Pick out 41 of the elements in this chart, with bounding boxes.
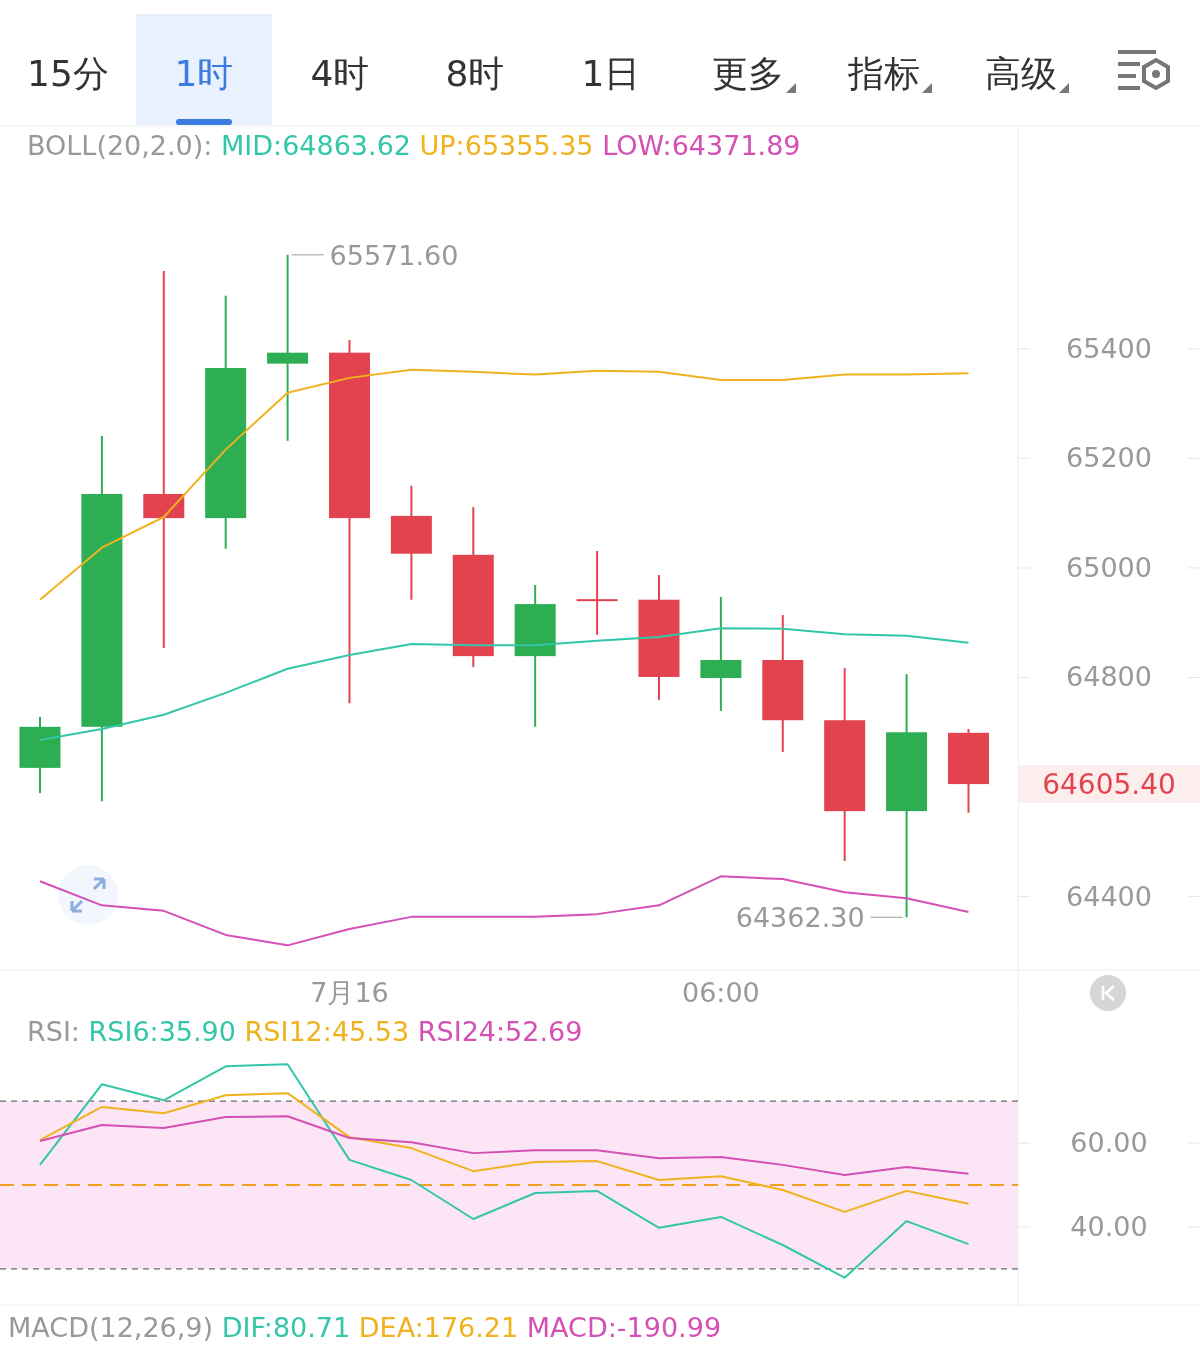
candlestick — [143, 270, 185, 649]
text: DIF:80.71 — [221, 1312, 359, 1343]
legend-title: RSI: — [27, 1016, 89, 1047]
y-tick-label: 65200 — [1066, 442, 1152, 474]
line-series — [38, 875, 970, 947]
text: 1时 — [174, 53, 234, 94]
y-tick-label: 64400 — [1066, 880, 1152, 912]
line-series — [38, 627, 970, 741]
annotation: 65571.60 — [329, 239, 459, 271]
text: LOW:64371.89 — [602, 130, 801, 161]
x-tick-label: 06:00 — [681, 977, 760, 1008]
text: MID:64863.62 — [221, 130, 420, 161]
text: MACD(12,26,9) — [8, 1312, 222, 1343]
series-label: RSI6:35.90 — [88, 1016, 245, 1047]
candlestick — [576, 549, 618, 636]
text: 64605.40 — [1042, 768, 1176, 802]
text: RSI24:52.69 — [417, 1016, 583, 1047]
y-tick-label: 64800 — [1066, 661, 1152, 693]
text: UP:65355.35 — [419, 130, 603, 161]
line-series — [38, 1092, 970, 1213]
text: 15分 — [27, 53, 109, 94]
x-tick-label: 7月16 — [310, 977, 389, 1008]
text: 8时 — [445, 53, 505, 94]
y-tick-label: 40.00 — [1070, 1210, 1148, 1242]
y-tick-label: 65400 — [1066, 332, 1152, 364]
text: 1日 — [581, 53, 641, 94]
series-label: RSI12:45.53 — [244, 1016, 418, 1047]
line-series — [38, 1063, 970, 1279]
candlestick — [700, 595, 742, 712]
text: 更多 — [712, 53, 784, 94]
annotation: 64362.30 — [735, 902, 865, 934]
line-series — [38, 368, 970, 601]
y-tick-label: 65000 — [1066, 551, 1152, 583]
text: 4时 — [310, 53, 370, 94]
legend-title: BOLL(20,2.0): — [27, 130, 222, 161]
text: 指标 — [847, 53, 920, 94]
y-tick-label: 60.00 — [1070, 1127, 1148, 1159]
text: 高级 — [985, 53, 1057, 94]
text: MACD:-190.99 — [526, 1312, 722, 1343]
text: DEA:176.21 — [358, 1312, 527, 1343]
line-series — [38, 1115, 970, 1176]
